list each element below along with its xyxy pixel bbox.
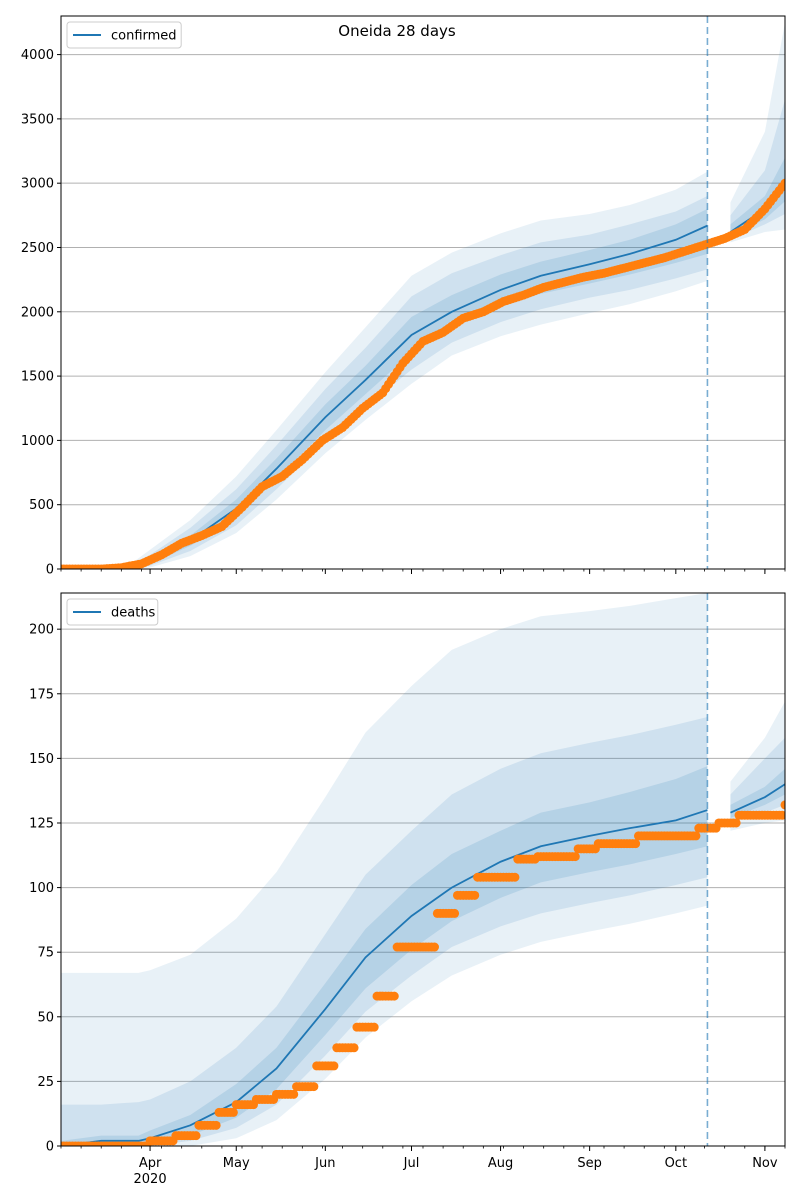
legend-box bbox=[66, 598, 159, 626]
band-outer-area bbox=[61, 593, 708, 1146]
observed-point bbox=[211, 1120, 221, 1130]
y-tick-label: 2000 bbox=[21, 305, 54, 320]
observed-point bbox=[228, 1107, 238, 1117]
x-tick-label: Oct bbox=[665, 1156, 687, 1171]
y-tick-label: 4000 bbox=[21, 48, 54, 63]
observed-point bbox=[631, 839, 641, 849]
deaths-model-line bbox=[730, 783, 785, 814]
y-tick-label: 2500 bbox=[21, 241, 54, 256]
y-tick-label: 50 bbox=[37, 1010, 54, 1025]
y-tick-label: 200 bbox=[29, 623, 54, 638]
y-tick-label: 25 bbox=[37, 1075, 54, 1090]
x-tick-label: Jun bbox=[314, 1156, 335, 1171]
band-inner-area bbox=[61, 208, 708, 569]
x-tick-label: May bbox=[223, 1156, 250, 1171]
plot-area bbox=[61, 593, 785, 1146]
plot-area bbox=[61, 22, 785, 569]
y-tick-label: 125 bbox=[29, 816, 54, 831]
observed-point bbox=[780, 178, 785, 188]
y-tick-label: 0 bbox=[46, 1140, 54, 1155]
y-tick-label: 175 bbox=[29, 687, 54, 702]
observed-point bbox=[777, 810, 785, 820]
observed-point bbox=[289, 1089, 299, 1099]
y-tick-label: 0 bbox=[46, 563, 54, 578]
y-tick-label: 100 bbox=[29, 881, 54, 896]
confirmed-panel: 0 500 1000 1500 2000 2500 3000 3500 4000 confirme… bbox=[21, 15, 786, 578]
y-tick-label: 3000 bbox=[21, 177, 54, 192]
observed-point bbox=[389, 991, 399, 1001]
x-tick-label: Nov bbox=[752, 1156, 778, 1171]
band-inner-area bbox=[61, 766, 708, 1146]
observed-point bbox=[309, 1082, 319, 1092]
observed-point bbox=[731, 818, 741, 828]
band-outer-area bbox=[730, 22, 785, 243]
y-tick-label: 150 bbox=[29, 752, 54, 767]
observed-point bbox=[450, 908, 460, 918]
y-tick-label: 75 bbox=[37, 946, 54, 961]
observed-point bbox=[191, 1131, 201, 1141]
observed-point bbox=[570, 852, 580, 862]
observed-point bbox=[470, 890, 480, 900]
observed-point bbox=[369, 1022, 379, 1032]
y-tick-label: 500 bbox=[29, 498, 54, 513]
x-tick-label: Aug bbox=[488, 1156, 513, 1171]
observed-point bbox=[780, 800, 785, 810]
observed-point bbox=[429, 942, 439, 952]
deaths-panel: 0 25 50 75 100 125 150 175 200 Apr May Jun Jul Aug Sep… bbox=[29, 592, 786, 1187]
chart-title: Oneida 28 days bbox=[338, 22, 456, 40]
band-outer-area bbox=[61, 171, 708, 569]
band-middle-area bbox=[61, 717, 708, 1146]
legend-label: confirmed bbox=[111, 29, 177, 44]
legend-box bbox=[66, 21, 182, 49]
observed-point bbox=[329, 1061, 339, 1071]
y-tick-label: 3500 bbox=[21, 112, 54, 127]
x-tick-label: Jul bbox=[403, 1156, 420, 1171]
band-inner-area bbox=[730, 157, 785, 238]
y-tick-label: 1000 bbox=[21, 434, 54, 449]
band-middle-area bbox=[730, 737, 785, 823]
observed-point bbox=[691, 831, 701, 841]
observed-point bbox=[510, 872, 520, 882]
band-outer-area bbox=[730, 701, 785, 831]
x-year-label: 2020 bbox=[134, 1172, 167, 1187]
x-tick-label: Apr bbox=[139, 1156, 162, 1171]
observed-point bbox=[349, 1043, 359, 1053]
x-tick-label: Sep bbox=[577, 1156, 602, 1171]
y-tick-label: 1500 bbox=[21, 370, 54, 385]
legend-label: deaths bbox=[111, 606, 156, 621]
